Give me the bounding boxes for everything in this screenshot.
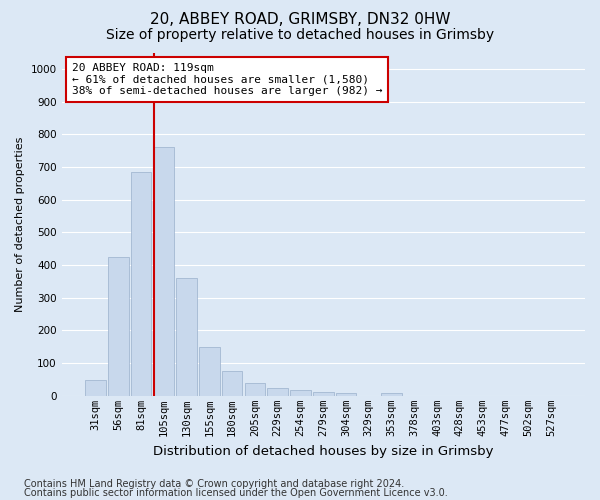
Bar: [131, 172, 151, 396]
Bar: [222, 372, 242, 396]
Text: Size of property relative to detached houses in Grimsby: Size of property relative to detached ho…: [106, 28, 494, 42]
Bar: [85, 380, 106, 396]
Bar: [176, 278, 197, 396]
Text: Contains public sector information licensed under the Open Government Licence v3: Contains public sector information licen…: [24, 488, 448, 498]
Bar: [382, 392, 402, 396]
Bar: [245, 384, 265, 396]
Text: Contains HM Land Registry data © Crown copyright and database right 2024.: Contains HM Land Registry data © Crown c…: [24, 479, 404, 489]
Bar: [336, 394, 356, 396]
Bar: [268, 388, 288, 396]
Text: 20 ABBEY ROAD: 119sqm
← 61% of detached houses are smaller (1,580)
38% of semi-d: 20 ABBEY ROAD: 119sqm ← 61% of detached …: [72, 63, 383, 96]
Bar: [290, 390, 311, 396]
X-axis label: Distribution of detached houses by size in Grimsby: Distribution of detached houses by size …: [153, 444, 494, 458]
Bar: [154, 148, 174, 396]
Bar: [313, 392, 334, 396]
Text: 20, ABBEY ROAD, GRIMSBY, DN32 0HW: 20, ABBEY ROAD, GRIMSBY, DN32 0HW: [150, 12, 450, 28]
Y-axis label: Number of detached properties: Number of detached properties: [15, 136, 25, 312]
Bar: [108, 257, 128, 396]
Bar: [199, 347, 220, 396]
